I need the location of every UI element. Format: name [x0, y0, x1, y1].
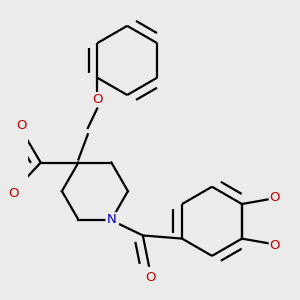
- Text: O: O: [270, 190, 280, 204]
- Text: O: O: [16, 119, 27, 132]
- Text: O: O: [9, 187, 19, 200]
- Text: O: O: [92, 93, 103, 106]
- Text: N: N: [106, 213, 116, 226]
- Text: O: O: [270, 239, 280, 252]
- Text: O: O: [146, 271, 156, 284]
